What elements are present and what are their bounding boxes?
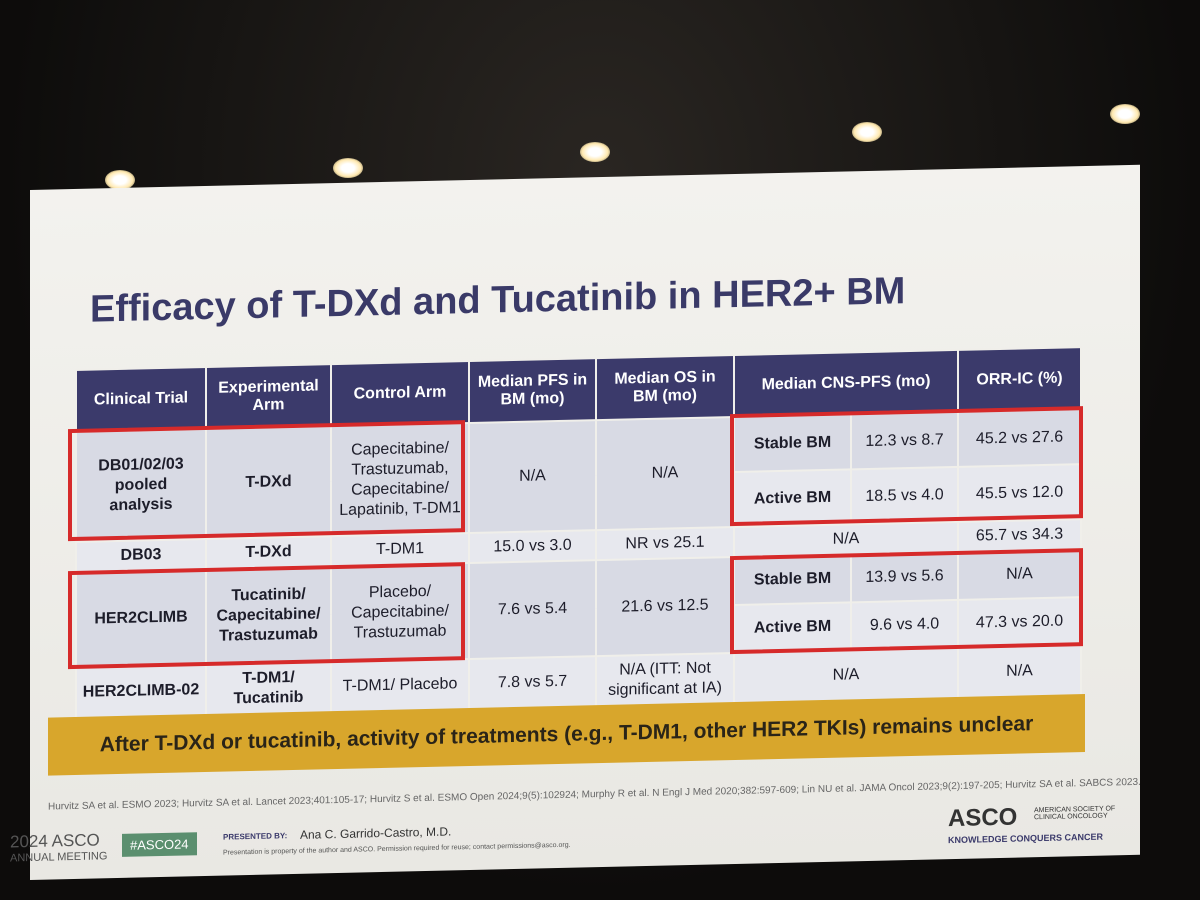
presenter: Ana C. Garrido-Castro, M.D. [300, 824, 452, 842]
cell: 21.6 vs 12.5 [596, 557, 734, 657]
meeting-name: ANNUAL MEETING [10, 850, 108, 865]
cell: T-DM1 [331, 533, 469, 567]
cell: DB03 [76, 539, 206, 572]
cell: T-DXd [206, 536, 331, 570]
slide-title: Efficacy of T-DXd and Tucatinib in HER2+… [90, 270, 906, 331]
society: AMERICAN SOCIETY OF CLINICAL ONCOLOGY [1034, 805, 1116, 822]
presented-by: PRESENTED BY: [223, 831, 288, 842]
cell: N/A [596, 417, 734, 531]
cell: 15.0 vs 3.0 [469, 530, 596, 564]
header-cell: Median OS in BM (mo) [596, 355, 734, 421]
cell: 7.8 vs 5.7 [469, 656, 596, 710]
cell: HER2CLIMB-02 [76, 665, 206, 718]
header-cell: Median PFS in BM (mo) [469, 358, 596, 424]
hashtag: #ASCO24 [122, 832, 197, 857]
cell: 65.7 vs 34.3 [958, 519, 1082, 552]
header-cell: ORR-IC (%) [958, 347, 1082, 412]
stage-light [105, 170, 135, 190]
header-cell: Clinical Trial [76, 367, 206, 432]
slide: Efficacy of T-DXd and Tucatinib in HER2+… [10, 164, 1141, 881]
highlight-box [730, 548, 1083, 655]
highlight-box [730, 406, 1083, 527]
highlight-box [68, 562, 465, 670]
cell: N/A [958, 645, 1082, 698]
stage-light [1110, 104, 1140, 124]
cell: 7.6 vs 5.4 [469, 560, 596, 660]
header-cell: Control Arm [331, 361, 469, 427]
cell: T-DM1/ Placebo [331, 659, 469, 713]
cell: N/A (ITT: Not significant at IA) [596, 653, 734, 707]
notice: Presentation is property of the author a… [223, 841, 571, 857]
tagline: KNOWLEDGE CONQUERS CANCER [948, 831, 1104, 846]
cell: T-DM1/ Tucatinib [206, 662, 331, 716]
stage-light [580, 142, 610, 162]
stage-light [852, 122, 882, 142]
stage-light [333, 158, 363, 178]
highlight-box [68, 420, 465, 542]
header-cell: Experimental Arm [206, 364, 331, 430]
cell: N/A [469, 420, 596, 534]
logo: ASCO [948, 803, 1018, 833]
header-cell: Median CNS-PFS (mo) [734, 349, 959, 418]
cell: NR vs 25.1 [596, 527, 734, 561]
meeting-year: 2024 ASCO [10, 830, 100, 852]
cell: N/A [734, 647, 959, 704]
